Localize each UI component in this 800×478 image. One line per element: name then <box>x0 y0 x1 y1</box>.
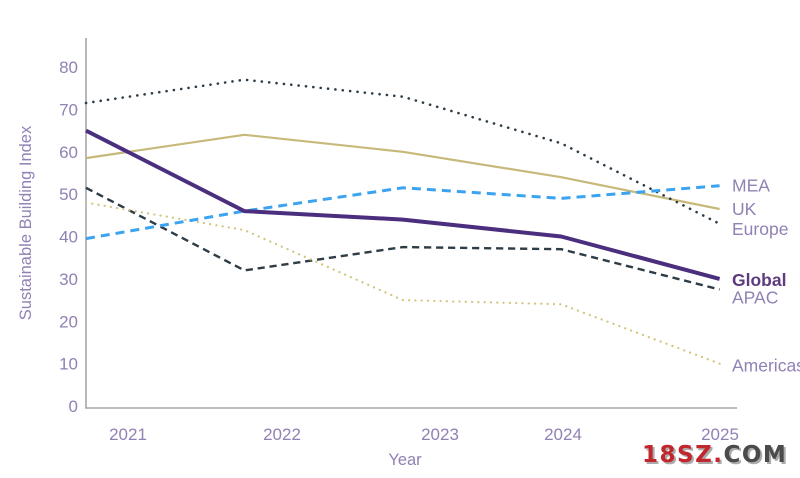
series-label-americas: Americas <box>732 356 800 376</box>
y-tick-label: 60 <box>59 143 78 162</box>
y-tick-label: 50 <box>59 185 78 204</box>
series-line-apac <box>85 186 720 291</box>
y-tick-label: 80 <box>59 58 78 77</box>
series-line-uk <box>85 133 720 211</box>
y-tick-label: 70 <box>59 100 78 119</box>
y-axis-title: Sustainable Building Index <box>17 125 35 320</box>
y-tick-label: 20 <box>59 312 78 331</box>
series-line-europe <box>84 78 721 226</box>
x-axis-title: Year <box>388 451 422 469</box>
x-tick-label: 2022 <box>263 425 301 444</box>
y-tick-label: 40 <box>59 228 78 247</box>
watermark-com: COM <box>723 442 788 468</box>
series-label-global: Global <box>732 270 786 290</box>
y-tick-label: 30 <box>59 270 78 289</box>
x-tick-label: 2021 <box>109 425 147 444</box>
series-line-mea <box>85 184 720 241</box>
x-tick-label: 2025 <box>701 425 739 444</box>
series-label-uk: UK <box>732 199 757 219</box>
series-label-apac: APAC <box>732 287 778 307</box>
x-tick-label: 2024 <box>544 425 582 444</box>
series-label-europe: Europe <box>732 219 788 239</box>
y-tick-label: 0 <box>69 397 78 416</box>
series-line-global <box>85 128 721 281</box>
series-label-mea: MEA <box>732 176 770 196</box>
watermark-18sz: 18SZ. <box>642 442 724 468</box>
x-tick-label: 2023 <box>421 425 459 444</box>
series-line-americas <box>84 201 721 365</box>
y-tick-label: 10 <box>59 355 78 374</box>
watermark: 18SZ.COM <box>642 442 787 468</box>
